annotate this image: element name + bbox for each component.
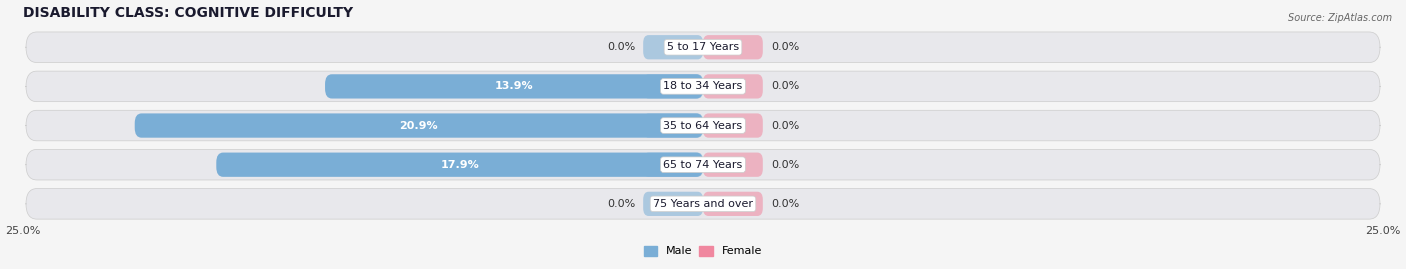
FancyBboxPatch shape xyxy=(643,192,703,216)
FancyBboxPatch shape xyxy=(643,74,703,98)
FancyBboxPatch shape xyxy=(703,153,763,177)
FancyBboxPatch shape xyxy=(25,150,1381,180)
Text: 65 to 74 Years: 65 to 74 Years xyxy=(664,160,742,170)
FancyBboxPatch shape xyxy=(25,189,1381,219)
FancyBboxPatch shape xyxy=(703,192,763,216)
FancyBboxPatch shape xyxy=(643,35,703,59)
FancyBboxPatch shape xyxy=(643,114,703,138)
Text: 0.0%: 0.0% xyxy=(607,42,636,52)
Legend: Male, Female: Male, Female xyxy=(640,241,766,261)
Text: 75 Years and over: 75 Years and over xyxy=(652,199,754,209)
Text: DISABILITY CLASS: COGNITIVE DIFFICULTY: DISABILITY CLASS: COGNITIVE DIFFICULTY xyxy=(24,6,353,20)
FancyBboxPatch shape xyxy=(25,110,1381,141)
FancyBboxPatch shape xyxy=(703,74,763,98)
FancyBboxPatch shape xyxy=(703,35,763,59)
Text: 0.0%: 0.0% xyxy=(770,160,799,170)
Text: 13.9%: 13.9% xyxy=(495,82,533,91)
FancyBboxPatch shape xyxy=(325,74,703,98)
FancyBboxPatch shape xyxy=(135,114,703,138)
Text: 20.9%: 20.9% xyxy=(399,121,439,130)
FancyBboxPatch shape xyxy=(217,153,703,177)
Text: 0.0%: 0.0% xyxy=(770,82,799,91)
Text: 17.9%: 17.9% xyxy=(440,160,479,170)
Text: 0.0%: 0.0% xyxy=(770,199,799,209)
Text: 18 to 34 Years: 18 to 34 Years xyxy=(664,82,742,91)
Text: 0.0%: 0.0% xyxy=(607,199,636,209)
FancyBboxPatch shape xyxy=(25,32,1381,62)
Text: 0.0%: 0.0% xyxy=(770,121,799,130)
FancyBboxPatch shape xyxy=(25,71,1381,102)
Text: 0.0%: 0.0% xyxy=(770,42,799,52)
Text: 35 to 64 Years: 35 to 64 Years xyxy=(664,121,742,130)
Text: 5 to 17 Years: 5 to 17 Years xyxy=(666,42,740,52)
FancyBboxPatch shape xyxy=(703,114,763,138)
FancyBboxPatch shape xyxy=(643,153,703,177)
Text: Source: ZipAtlas.com: Source: ZipAtlas.com xyxy=(1288,13,1392,23)
